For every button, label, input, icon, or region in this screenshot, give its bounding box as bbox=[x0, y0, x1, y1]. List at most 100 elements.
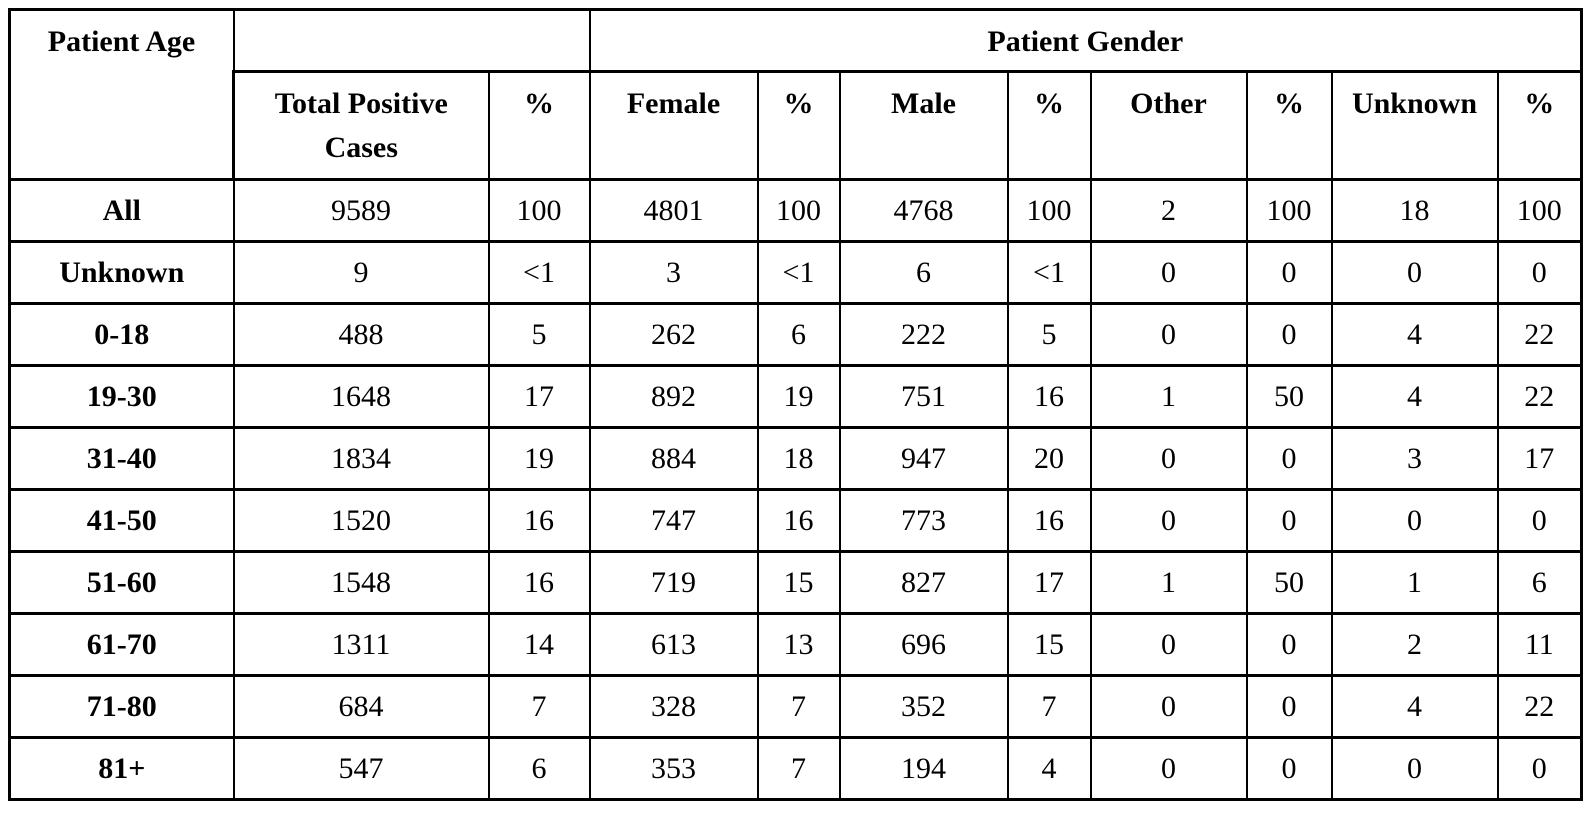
age-cell: 81+ bbox=[8, 736, 235, 801]
table-row: 51-60 1548 16 719 15 827 17 1 50 1 6 bbox=[8, 550, 1584, 615]
value-cell: <1 bbox=[756, 240, 841, 305]
value-cell: 328 bbox=[588, 674, 759, 739]
value-cell: 488 bbox=[232, 302, 490, 367]
header-columns-row: Total Positive Cases % Female % Male % O… bbox=[10, 70, 1584, 181]
value-cell: 1 bbox=[1089, 364, 1248, 429]
value-cell: 50 bbox=[1245, 550, 1333, 615]
value-cell: 262 bbox=[588, 302, 759, 367]
value-cell: 0 bbox=[1330, 488, 1499, 553]
col-header-other-percent: % bbox=[1245, 70, 1333, 181]
age-cell: 61-70 bbox=[8, 612, 235, 677]
age-cell: 41-50 bbox=[8, 488, 235, 553]
value-cell: <1 bbox=[1006, 240, 1092, 305]
age-cell: All bbox=[8, 178, 235, 243]
value-cell: 884 bbox=[588, 426, 759, 491]
value-cell: 0 bbox=[1089, 736, 1248, 801]
patient-gender-header: Patient Gender bbox=[588, 8, 1584, 73]
value-cell: 222 bbox=[838, 302, 1009, 367]
value-cell: 751 bbox=[838, 364, 1009, 429]
value-cell: 5 bbox=[1006, 302, 1092, 367]
value-cell: 5 bbox=[487, 302, 591, 367]
value-cell: 613 bbox=[588, 612, 759, 677]
value-cell: 0 bbox=[1089, 302, 1248, 367]
value-cell: 0 bbox=[1496, 240, 1584, 305]
value-cell: 0 bbox=[1089, 426, 1248, 491]
value-cell: 11 bbox=[1496, 612, 1584, 677]
value-cell: 0 bbox=[1089, 488, 1248, 553]
value-cell: 0 bbox=[1330, 240, 1499, 305]
table-body: All 9589 100 4801 100 4768 100 2 100 18 100 Unknown… bbox=[8, 178, 1584, 801]
value-cell: 4 bbox=[1330, 364, 1499, 429]
col-header-male: Male bbox=[838, 70, 1009, 181]
table-row: Unknown 9 <1 3 <1 6 <1 0 0 0 0 bbox=[8, 240, 1584, 305]
value-cell: 1520 bbox=[232, 488, 490, 553]
col-header-unknown-percent: % bbox=[1496, 70, 1584, 181]
value-cell: 14 bbox=[487, 612, 591, 677]
col-header-female-percent: % bbox=[756, 70, 841, 181]
value-cell: 22 bbox=[1496, 364, 1584, 429]
value-cell: 16 bbox=[1006, 364, 1092, 429]
value-cell: 892 bbox=[588, 364, 759, 429]
table-row: 81+ 547 6 353 7 194 4 0 0 0 0 bbox=[8, 736, 1584, 801]
value-cell: 7 bbox=[487, 674, 591, 739]
value-cell: 3 bbox=[588, 240, 759, 305]
document-page: Patient Age Patient Gender Total Positiv… bbox=[8, 8, 1584, 801]
value-cell: 0 bbox=[1245, 302, 1333, 367]
value-cell: 6 bbox=[487, 736, 591, 801]
value-cell: 0 bbox=[1245, 240, 1333, 305]
value-cell: 15 bbox=[756, 550, 841, 615]
value-cell: 9589 bbox=[232, 178, 490, 243]
value-cell: 22 bbox=[1496, 302, 1584, 367]
value-cell: 353 bbox=[588, 736, 759, 801]
value-cell: 4768 bbox=[838, 178, 1009, 243]
value-cell: 6 bbox=[838, 240, 1009, 305]
value-cell: 1548 bbox=[232, 550, 490, 615]
table-row: 71-80 684 7 328 7 352 7 0 0 4 22 bbox=[8, 674, 1584, 739]
value-cell: 696 bbox=[838, 612, 1009, 677]
value-cell: 1 bbox=[1089, 550, 1248, 615]
value-cell: 18 bbox=[1330, 178, 1499, 243]
table-row: 31-40 1834 19 884 18 947 20 0 0 3 17 bbox=[8, 426, 1584, 491]
value-cell: 18 bbox=[756, 426, 841, 491]
value-cell: 1311 bbox=[232, 612, 490, 677]
age-cell: 0-18 bbox=[8, 302, 235, 367]
value-cell: 19 bbox=[756, 364, 841, 429]
age-cell: 71-80 bbox=[8, 674, 235, 739]
value-cell: 0 bbox=[1089, 674, 1248, 739]
value-cell: 0 bbox=[1496, 736, 1584, 801]
col-header-unknown: Unknown bbox=[1330, 70, 1499, 181]
value-cell: 20 bbox=[1006, 426, 1092, 491]
value-cell: 4801 bbox=[588, 178, 759, 243]
value-cell: 4 bbox=[1330, 302, 1499, 367]
value-cell: 19 bbox=[487, 426, 591, 491]
table-row: 0-18 488 5 262 6 222 5 0 0 4 22 bbox=[8, 302, 1584, 367]
patient-age-header: Patient Age bbox=[8, 8, 235, 181]
value-cell: 1 bbox=[1330, 550, 1499, 615]
value-cell: 100 bbox=[756, 178, 841, 243]
value-cell: 2 bbox=[1089, 178, 1248, 243]
value-cell: 0 bbox=[1245, 488, 1333, 553]
value-cell: <1 bbox=[487, 240, 591, 305]
value-cell: 17 bbox=[1006, 550, 1092, 615]
col-header-other: Other bbox=[1089, 70, 1248, 181]
value-cell: 547 bbox=[232, 736, 490, 801]
value-cell: 684 bbox=[232, 674, 490, 739]
value-cell: 0 bbox=[1245, 612, 1333, 677]
value-cell: 6 bbox=[1496, 550, 1584, 615]
value-cell: 947 bbox=[838, 426, 1009, 491]
value-cell: 16 bbox=[1006, 488, 1092, 553]
value-cell: 4 bbox=[1330, 674, 1499, 739]
age-cell: Unknown bbox=[8, 240, 235, 305]
value-cell: 0 bbox=[1330, 736, 1499, 801]
value-cell: 1648 bbox=[232, 364, 490, 429]
value-cell: 6 bbox=[756, 302, 841, 367]
value-cell: 773 bbox=[838, 488, 1009, 553]
table-row: 41-50 1520 16 747 16 773 16 0 0 0 0 bbox=[8, 488, 1584, 553]
value-cell: 0 bbox=[1496, 488, 1584, 553]
table-row: 19-30 1648 17 892 19 751 16 1 50 4 22 bbox=[8, 364, 1584, 429]
value-cell: 100 bbox=[1245, 178, 1333, 243]
value-cell: 17 bbox=[487, 364, 591, 429]
value-cell: 827 bbox=[838, 550, 1009, 615]
value-cell: 7 bbox=[1006, 674, 1092, 739]
header-spacer-cell bbox=[232, 8, 591, 73]
